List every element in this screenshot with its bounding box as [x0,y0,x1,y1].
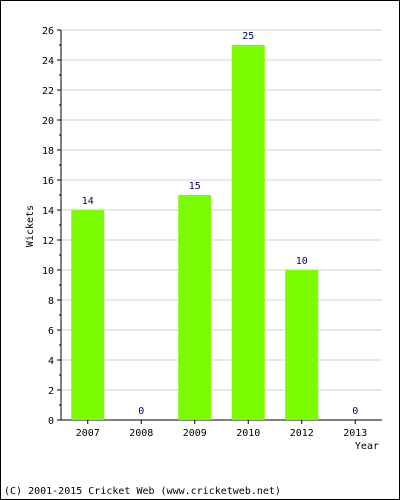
value-label-2013: 0 [352,406,358,417]
y-tick-label: 2 [48,386,54,397]
grid-lines [61,29,382,391]
x-tick-label-2008: 2008 [129,428,153,439]
value-label-2010: 25 [242,31,254,42]
bar-2012 [285,270,319,420]
y-tick-label: 0 [48,416,54,427]
axes [60,30,382,421]
value-labels: 14 0 15 25 10 0 [82,31,359,417]
value-label-2008: 0 [138,406,144,417]
y-tick-label: 4 [48,356,54,367]
bar-2009 [178,195,212,420]
bar-2010 [231,45,265,420]
bar-2007 [71,210,105,420]
y-tick-label: 24 [42,56,54,67]
y-tick-label: 22 [42,86,54,97]
y-tick-label: 12 [42,236,54,247]
y-tick-label: 18 [42,146,54,157]
y-tick-label: 8 [48,296,54,307]
y-axis-title: Wickets [25,205,36,247]
y-tick-label: 16 [42,176,54,187]
x-axis-ticks: 2007 2008 2009 2010 2012 2013 [76,420,367,439]
x-axis-title: Year [355,441,379,452]
x-tick-label-2009: 2009 [183,428,207,439]
copyright-footer: (C) 2001-2015 Cricket Web (www.cricketwe… [4,486,281,497]
y-tick-label: 6 [48,326,54,337]
y-tick-label: 14 [42,206,54,217]
x-tick-label-2012: 2012 [290,428,314,439]
value-label-2012: 10 [296,256,308,267]
y-tick-label: 10 [42,266,54,277]
x-tick-label-2010: 2010 [236,428,260,439]
x-tick-label-2007: 2007 [76,428,100,439]
bars [71,45,319,420]
y-tick-label: 20 [42,116,54,127]
value-label-2007: 14 [82,196,94,207]
value-label-2009: 15 [189,181,201,192]
x-tick-label-2013: 2013 [343,428,367,439]
y-tick-label: 26 [42,26,54,37]
